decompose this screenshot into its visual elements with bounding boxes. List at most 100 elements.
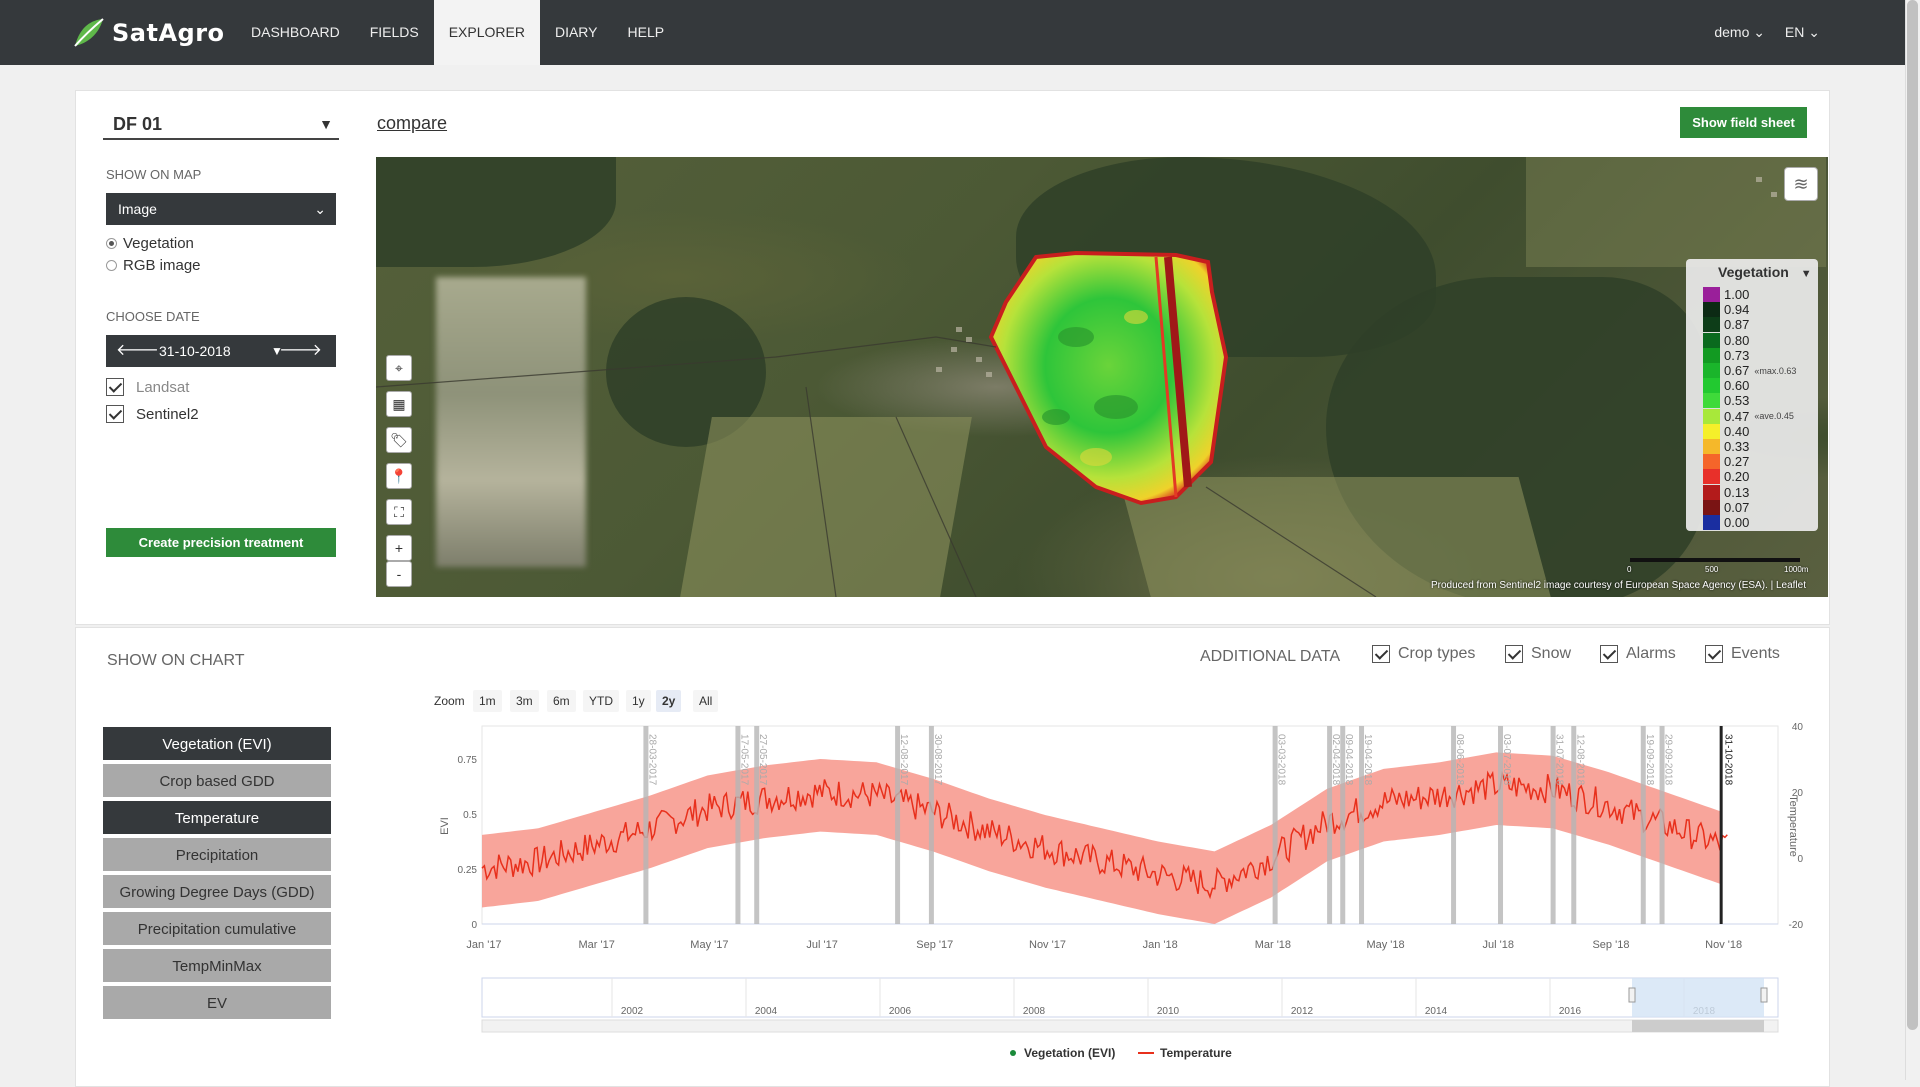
zoom-in-button[interactable]: + — [386, 535, 412, 561]
chart-series-button[interactable]: EV — [102, 985, 332, 1020]
nav-dashboard[interactable]: DASHBOARD — [251, 24, 340, 40]
user-name: demo — [1714, 24, 1750, 40]
nav-fields[interactable]: FIELDS — [369, 24, 419, 40]
date-value[interactable]: 31-10-2018 — [159, 343, 231, 359]
legend-row: 0.33 — [1703, 439, 1749, 454]
legend-swatch — [1703, 302, 1720, 318]
date-picker: 🡐 31-10-2018 ▼ 🡒 — [106, 335, 336, 367]
arrow-right-icon[interactable]: 🡒 — [279, 342, 322, 359]
nav-explorer[interactable]: EXPLORER — [433, 0, 540, 65]
legend-value: 0.13 — [1724, 484, 1750, 500]
language-menu[interactable]: EN ⌄ — [1785, 0, 1820, 65]
fullscreen-icon[interactable]: ⛶ — [386, 499, 412, 525]
checkbox-checked[interactable] — [106, 405, 124, 423]
checkbox-checked[interactable] — [1600, 645, 1618, 663]
checkbox-checked[interactable] — [1705, 645, 1723, 663]
zoom-option-button[interactable]: 3m — [510, 690, 539, 712]
chart-series-button[interactable]: TempMinMax — [102, 948, 332, 983]
radio-button-checked[interactable] — [106, 238, 117, 249]
scrollbar-thumb[interactable] — [1907, 0, 1918, 1030]
legend-value: 0.27 — [1724, 454, 1750, 470]
legend-swatch — [1703, 287, 1720, 302]
legend-row: 0.07 — [1703, 499, 1750, 515]
zoom-out-button[interactable]: - — [386, 561, 412, 587]
zoom-option-button[interactable]: 1m — [473, 690, 502, 712]
page-scrollbar[interactable] — [1905, 0, 1920, 1080]
legend-value: 0.67 — [1724, 363, 1750, 378]
map-farmland — [1526, 157, 1826, 267]
chart-panel — [75, 627, 1830, 1087]
check-sentinel[interactable]: Sentinel2 — [106, 405, 199, 423]
zoom-option-button[interactable]: 1y — [626, 690, 651, 712]
user-menu[interactable]: demo ⌄ — [1714, 0, 1765, 65]
zoom-option-button[interactable]: YTD — [583, 690, 619, 712]
legend-swatch — [1703, 499, 1720, 515]
legend-row: 0.47 «ave.0.45 — [1703, 408, 1794, 424]
legend-value: 0.33 — [1724, 439, 1750, 454]
chart-series-button[interactable]: Precipitation — [102, 837, 332, 872]
legend-row: 0.94 — [1703, 302, 1749, 318]
legend-evi-label: Vegetation (EVI) — [1024, 1046, 1116, 1060]
arrow-left-icon[interactable]: 🡐 — [116, 342, 159, 359]
scale-label-1000: 1000m — [1784, 565, 1809, 574]
show-on-map-label: SHOW ON MAP — [106, 167, 202, 182]
nav-diary[interactable]: DIARY — [554, 24, 598, 40]
additional-alarms[interactable]: Alarms — [1600, 645, 1676, 663]
zoom-label: Zoom — [434, 694, 465, 708]
checkbox-checked[interactable] — [1505, 645, 1523, 663]
map-scale-bar — [1630, 558, 1800, 562]
checkbox-checked[interactable] — [1372, 645, 1390, 663]
additional-events[interactable]: Events — [1705, 645, 1780, 663]
zoom-option-button[interactable]: 2y — [656, 690, 682, 712]
chart-series-button[interactable]: Precipitation cumulative — [102, 911, 332, 946]
additional-crop-types[interactable]: Crop types — [1372, 645, 1475, 663]
choose-date-label: CHOOSE DATE — [106, 309, 200, 324]
show-field-sheet-button[interactable]: Show field sheet — [1680, 107, 1807, 138]
compare-link[interactable]: compare — [377, 113, 448, 133]
chevron-down-icon[interactable]: ▼ — [271, 344, 283, 358]
legend-row: 0.13 — [1703, 484, 1750, 500]
chevron-down-icon: ⌄ — [1753, 24, 1765, 40]
additional-snow[interactable]: Snow — [1505, 645, 1571, 663]
map-layer-select[interactable]: Image ⌄ — [106, 193, 336, 225]
locate-icon[interactable]: ⌖ — [386, 355, 412, 381]
legend-row: 0.67 «max.0.63 — [1703, 363, 1796, 378]
satellite-map[interactable]: ⌖ ▦ 🏷 📍 ⛶ + - ≋ Vegetation ▼ 1.00 0.94 0.8… — [376, 157, 1828, 597]
chart-series-button[interactable]: Growing Degree Days (GDD) — [102, 874, 332, 909]
chart-series-button[interactable]: Crop based GDD — [102, 763, 332, 798]
additional-alarms-label: Alarms — [1626, 645, 1676, 662]
layers-icon[interactable]: ≋ — [1784, 167, 1818, 201]
legend-value: 0.73 — [1724, 347, 1750, 363]
legend-swatch — [1703, 439, 1720, 454]
brand-logo[interactable]: SatAgro — [72, 14, 225, 52]
legend-row: 0.20 — [1703, 469, 1749, 485]
chart-series-button[interactable]: Temperature — [102, 800, 332, 835]
check-landsat[interactable]: Landsat — [106, 378, 189, 396]
check-landsat-label: Landsat — [136, 378, 190, 396]
radio-button[interactable] — [106, 260, 117, 271]
legend-item-evi[interactable]: Vegetation (EVI) — [1010, 1046, 1115, 1060]
grid-icon[interactable]: ▦ — [386, 391, 412, 417]
radio-vegetation[interactable]: Vegetation — [106, 235, 194, 252]
legend-value: 0.47 — [1724, 408, 1750, 424]
chevron-down-icon: ⌄ — [1808, 24, 1820, 40]
nav-help[interactable]: HELP — [627, 24, 665, 40]
legend-row: 0.40 — [1703, 423, 1750, 439]
chart-series-button[interactable]: Vegetation (EVI) — [102, 726, 332, 761]
zoom-option-button[interactable]: All — [693, 690, 719, 712]
legend-swatch — [1703, 317, 1720, 333]
marker-icon[interactable]: 📍 — [386, 463, 412, 489]
legend-swatch — [1703, 393, 1720, 409]
checkbox-checked[interactable] — [106, 378, 124, 396]
legend-item-temperature[interactable]: Temperature — [1138, 1046, 1232, 1060]
zoom-option-button[interactable]: 6m — [547, 690, 576, 712]
create-precision-treatment-button[interactable]: Create precision treatment — [106, 528, 336, 557]
legend-value: 0.87 — [1724, 317, 1750, 333]
legend-swatch — [1703, 515, 1720, 530]
legend-value: 0.40 — [1724, 423, 1750, 439]
legend-value: 0.07 — [1724, 499, 1750, 515]
legend-title[interactable]: Vegetation ▼ — [1718, 264, 1812, 280]
tags-icon[interactable]: 🏷 — [386, 427, 412, 453]
field-select[interactable]: DF 01 ▼ — [103, 110, 339, 140]
radio-rgb[interactable]: RGB image — [106, 257, 201, 274]
